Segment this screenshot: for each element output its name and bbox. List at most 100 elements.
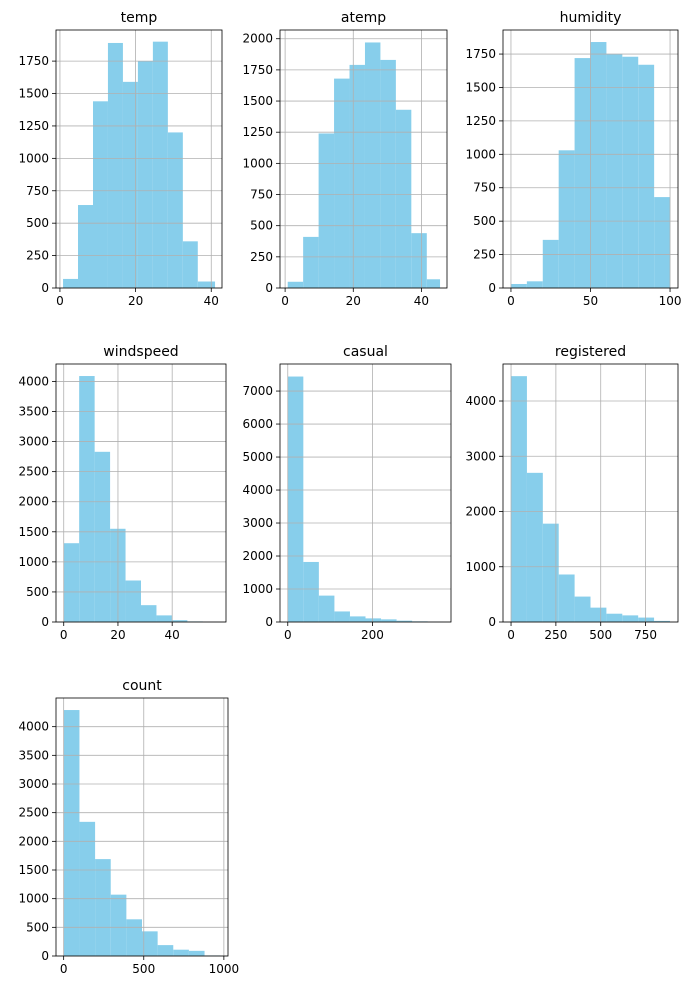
- y-tick-label: 750: [250, 188, 273, 202]
- x-tick-label: 0: [507, 294, 515, 308]
- y-tick-label: 0: [488, 281, 496, 295]
- subplot-title: casual: [343, 344, 388, 360]
- y-tick-label: 2000: [242, 32, 273, 46]
- y-tick-label: 2000: [465, 505, 496, 519]
- histogram-bar: [318, 133, 335, 288]
- histogram-bar: [303, 236, 319, 288]
- y-tick-label: 2500: [18, 465, 49, 479]
- y-tick-label: 250: [473, 248, 496, 262]
- histogram-bar: [558, 150, 575, 288]
- y-tick-label: 2000: [18, 495, 49, 509]
- y-tick-label: 500: [473, 214, 496, 228]
- y-tick-label: 250: [26, 249, 49, 263]
- histogram-bar: [79, 376, 95, 622]
- histogram-bar: [558, 574, 575, 622]
- histogram-bar: [606, 613, 623, 622]
- y-tick-label: 1500: [18, 87, 49, 101]
- y-tick-label: 1750: [242, 63, 273, 77]
- histogram-bar: [334, 78, 350, 288]
- x-tick-label: 40: [204, 294, 219, 308]
- histogram-bar: [63, 278, 79, 288]
- histogram-bar: [365, 618, 382, 622]
- histogram-bar: [510, 283, 527, 288]
- y-tick-label: 1000: [18, 151, 49, 165]
- x-tick-label: 500: [589, 628, 612, 642]
- histogram-bar: [381, 619, 397, 622]
- y-tick-label: 1500: [242, 94, 273, 108]
- histogram-bar: [396, 620, 413, 622]
- y-tick-label: 3000: [18, 777, 49, 791]
- histogram-bar: [590, 607, 607, 622]
- y-tick-label: 500: [250, 219, 273, 233]
- y-tick-label: 0: [265, 281, 273, 295]
- y-tick-label: 1250: [242, 125, 273, 139]
- histogram-bar: [126, 919, 142, 956]
- histogram-bar: [574, 58, 591, 288]
- x-tick-label: 40: [414, 294, 429, 308]
- y-tick-label: 1000: [465, 560, 496, 574]
- histogram-bar: [380, 59, 396, 289]
- y-tick-label: 500: [26, 216, 49, 230]
- y-tick-label: 3500: [18, 405, 49, 419]
- histogram-bar: [526, 472, 543, 622]
- y-tick-label: 4000: [18, 720, 49, 734]
- y-tick-label: 4000: [18, 374, 49, 388]
- subplot-count: 0 500 1000 0 500 1000 1500 2000 2500 3000 3500 4000…: [18, 678, 239, 976]
- histogram-bar: [426, 279, 441, 288]
- histogram-bar: [526, 281, 543, 288]
- y-tick-label: 0: [41, 949, 49, 963]
- x-tick-label: 20: [346, 294, 361, 308]
- x-tick-label: 0: [56, 294, 64, 308]
- y-tick-label: 4000: [242, 483, 273, 497]
- y-tick-label: 1000: [242, 582, 273, 596]
- subplot-registered: 0 250 500 750 0 1000 2000 3000 4000 registered: [465, 344, 679, 642]
- y-tick-label: 750: [473, 181, 496, 195]
- y-tick-label: 2000: [18, 834, 49, 848]
- histogram-bar: [173, 949, 189, 956]
- subplot-title: humidity: [560, 10, 622, 26]
- x-tick-label: 0: [284, 628, 292, 642]
- histogram-bar: [157, 945, 174, 956]
- y-tick-label: 1000: [242, 156, 273, 170]
- x-tick-label: 0: [281, 294, 289, 308]
- subplot-title: windspeed: [103, 344, 178, 360]
- y-tick-label: 0: [265, 615, 273, 629]
- histogram-bar: [63, 543, 80, 622]
- y-tick-label: 0: [41, 281, 49, 295]
- y-tick-label: 1750: [465, 47, 496, 61]
- histogram-bar: [622, 56, 639, 289]
- subplot-title: temp: [121, 10, 158, 26]
- y-tick-label: 1000: [465, 147, 496, 161]
- x-tick-label: 0: [507, 628, 515, 642]
- histogram-bar: [411, 233, 427, 288]
- histogram-bar: [287, 376, 304, 622]
- histogram-bar: [79, 821, 96, 956]
- y-tick-label: 1000: [18, 892, 49, 906]
- histogram-bar: [171, 620, 188, 622]
- axes-frame: [55, 29, 223, 289]
- subplot-title: count: [122, 678, 162, 694]
- x-tick-label: 20: [110, 628, 125, 642]
- y-tick-label: 1750: [18, 54, 49, 68]
- histogram-bar: [334, 611, 350, 622]
- histogram-bar: [349, 616, 366, 622]
- histogram-bar: [167, 132, 183, 288]
- histogram-bar: [511, 376, 527, 622]
- axes-frame: [279, 363, 452, 623]
- y-tick-label: 500: [26, 920, 49, 934]
- histogram-bar: [95, 859, 111, 956]
- x-tick-label: 40: [165, 628, 180, 642]
- y-tick-label: 1000: [18, 555, 49, 569]
- histogram-bar: [606, 54, 623, 288]
- x-tick-label: 100: [659, 294, 682, 308]
- histogram-bar: [654, 197, 671, 288]
- subplot-atemp: 0 20 40 0 250 500 750 1000 1250 1500 1750 2000 atemp: [242, 10, 448, 308]
- x-tick-label: 50: [583, 294, 598, 308]
- y-tick-label: 1500: [465, 80, 496, 94]
- y-tick-label: 2000: [242, 549, 273, 563]
- y-tick-label: 250: [250, 250, 273, 264]
- y-tick-label: 1250: [18, 119, 49, 133]
